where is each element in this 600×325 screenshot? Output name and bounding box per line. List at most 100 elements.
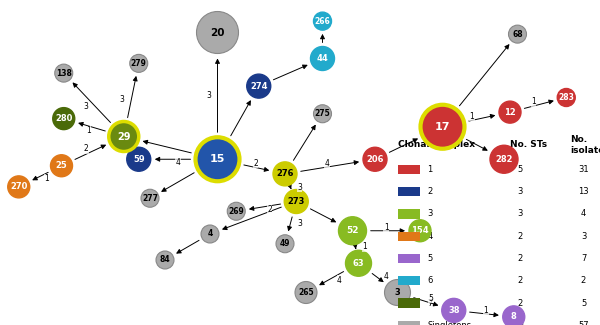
Bar — [398, 231, 420, 241]
Ellipse shape — [276, 235, 294, 253]
Bar — [398, 321, 420, 325]
Text: 1: 1 — [384, 223, 389, 231]
Text: isolates: isolates — [570, 146, 600, 155]
Text: 1: 1 — [44, 174, 49, 183]
Text: 15: 15 — [210, 154, 225, 164]
Ellipse shape — [503, 306, 525, 325]
Text: 4: 4 — [324, 159, 329, 168]
Bar — [398, 165, 420, 174]
Text: 269: 269 — [229, 207, 244, 216]
Text: 3: 3 — [206, 91, 211, 100]
Text: 3: 3 — [395, 288, 400, 297]
Text: 1: 1 — [531, 97, 536, 106]
Text: 275: 275 — [314, 109, 331, 118]
Text: 6: 6 — [428, 276, 433, 285]
Ellipse shape — [109, 122, 139, 151]
Text: 277: 277 — [142, 194, 158, 203]
Text: 276: 276 — [276, 169, 294, 178]
Text: 2: 2 — [428, 187, 433, 196]
Text: No. STs: No. STs — [510, 139, 547, 149]
Ellipse shape — [53, 108, 75, 130]
Text: Clonal complex: Clonal complex — [398, 139, 475, 149]
Text: 273: 273 — [287, 197, 305, 206]
Ellipse shape — [50, 155, 73, 177]
Ellipse shape — [499, 101, 521, 123]
Text: 68: 68 — [512, 30, 523, 39]
Ellipse shape — [196, 137, 239, 181]
Ellipse shape — [201, 225, 219, 243]
Ellipse shape — [421, 105, 464, 149]
Bar — [398, 276, 420, 285]
Text: 49: 49 — [280, 239, 290, 248]
Text: 2: 2 — [581, 276, 586, 285]
Text: 84: 84 — [160, 255, 170, 265]
Text: 5: 5 — [428, 254, 433, 263]
Text: 206: 206 — [366, 155, 384, 164]
Text: 265: 265 — [298, 288, 314, 297]
Ellipse shape — [490, 145, 518, 173]
Bar — [398, 187, 420, 196]
Text: 3: 3 — [581, 232, 586, 241]
Text: 4: 4 — [208, 229, 212, 239]
Ellipse shape — [557, 88, 575, 107]
Text: 2: 2 — [517, 254, 523, 263]
Text: 4: 4 — [581, 209, 586, 218]
Text: 5: 5 — [428, 294, 434, 303]
Ellipse shape — [284, 189, 308, 214]
Text: 25: 25 — [56, 161, 67, 170]
Text: 57: 57 — [578, 321, 589, 325]
Ellipse shape — [509, 25, 527, 43]
Ellipse shape — [273, 162, 297, 186]
Ellipse shape — [55, 64, 73, 82]
Ellipse shape — [130, 54, 148, 72]
Text: 31: 31 — [578, 165, 589, 174]
Text: 154: 154 — [411, 226, 429, 235]
Text: 4: 4 — [337, 276, 342, 285]
Text: 4: 4 — [383, 272, 388, 280]
Text: 3: 3 — [428, 209, 433, 218]
Text: 3: 3 — [83, 102, 88, 111]
Ellipse shape — [385, 280, 410, 306]
Text: 2: 2 — [267, 205, 272, 214]
Text: 7: 7 — [581, 254, 586, 263]
Ellipse shape — [247, 74, 271, 98]
Text: 4: 4 — [176, 159, 181, 167]
Ellipse shape — [346, 250, 371, 276]
Text: 274: 274 — [250, 82, 268, 91]
Text: 44: 44 — [317, 54, 328, 63]
Text: 2: 2 — [253, 159, 258, 168]
Text: 266: 266 — [314, 17, 331, 26]
Text: 8: 8 — [511, 312, 517, 321]
Ellipse shape — [156, 251, 174, 269]
Text: Singletons: Singletons — [428, 321, 472, 325]
Bar — [398, 254, 420, 263]
Text: 12: 12 — [504, 108, 516, 117]
Text: 63: 63 — [353, 259, 364, 268]
Text: 279: 279 — [131, 59, 146, 68]
Text: 138: 138 — [56, 69, 71, 78]
Text: 3: 3 — [120, 95, 125, 104]
Bar — [398, 209, 420, 218]
Ellipse shape — [338, 217, 367, 245]
Ellipse shape — [227, 202, 245, 220]
Text: 7: 7 — [428, 299, 433, 307]
Text: 5: 5 — [581, 299, 586, 307]
Ellipse shape — [363, 147, 387, 171]
Text: 3: 3 — [297, 218, 302, 227]
Bar — [398, 298, 420, 308]
Text: 3: 3 — [517, 209, 523, 218]
Text: 283: 283 — [559, 93, 574, 102]
Text: 52: 52 — [346, 226, 359, 235]
Text: 1: 1 — [86, 126, 91, 135]
Text: 1: 1 — [470, 112, 475, 121]
Ellipse shape — [442, 298, 466, 322]
Ellipse shape — [8, 176, 30, 198]
Ellipse shape — [127, 147, 151, 171]
Text: 2: 2 — [517, 276, 523, 285]
Ellipse shape — [314, 105, 331, 123]
Ellipse shape — [311, 46, 335, 71]
Text: 282: 282 — [495, 155, 513, 164]
Ellipse shape — [141, 189, 159, 207]
Text: 270: 270 — [10, 182, 28, 191]
Text: 4: 4 — [428, 232, 433, 241]
